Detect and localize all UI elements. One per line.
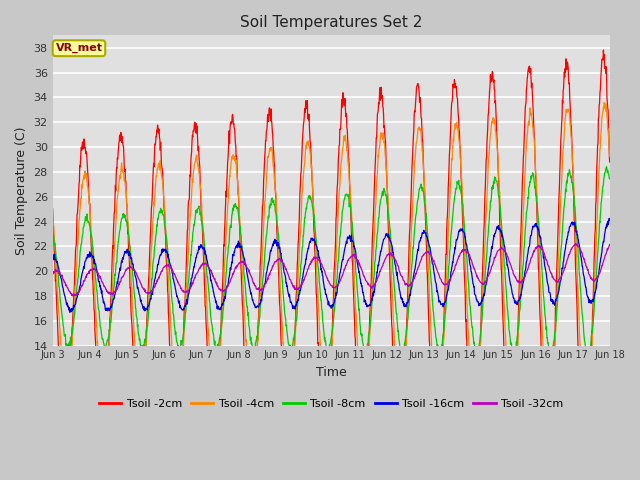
Tsoil -8cm bbox=[235, 215, 243, 220]
Tsoil -16cm bbox=[606, 217, 614, 223]
Tsoil -32cm bbox=[540, 250, 548, 255]
Tsoil -4cm bbox=[600, 100, 608, 106]
Tsoil -4cm bbox=[606, 153, 614, 159]
Tsoil -8cm bbox=[173, 338, 180, 344]
Tsoil -4cm bbox=[583, 417, 591, 423]
Tsoil -2cm bbox=[173, 425, 180, 431]
Tsoil -16cm bbox=[236, 245, 243, 251]
Tsoil -32cm bbox=[173, 277, 180, 283]
Tsoil -2cm bbox=[418, 116, 426, 121]
Tsoil -2cm bbox=[606, 159, 614, 165]
Tsoil -8cm bbox=[540, 292, 547, 298]
Tsoil -32cm bbox=[49, 269, 56, 275]
Line: Tsoil -8cm: Tsoil -8cm bbox=[52, 167, 610, 355]
Tsoil -16cm bbox=[173, 294, 180, 300]
Tsoil -16cm bbox=[540, 253, 548, 259]
Tsoil -32cm bbox=[236, 260, 243, 266]
Tsoil -16cm bbox=[66, 309, 74, 315]
Tsoil -8cm bbox=[603, 164, 611, 169]
Tsoil -4cm bbox=[173, 387, 180, 393]
Line: Tsoil -2cm: Tsoil -2cm bbox=[52, 50, 610, 467]
Tsoil -8cm bbox=[159, 212, 167, 217]
Tsoil -4cm bbox=[159, 184, 167, 190]
Tsoil -32cm bbox=[572, 240, 579, 246]
Tsoil -32cm bbox=[69, 293, 77, 299]
Y-axis label: Soil Temperature (C): Soil Temperature (C) bbox=[15, 126, 28, 255]
Tsoil -4cm bbox=[418, 139, 426, 144]
Tsoil -8cm bbox=[49, 223, 56, 229]
Tsoil -4cm bbox=[49, 217, 56, 223]
Tsoil -32cm bbox=[491, 255, 499, 261]
Tsoil -8cm bbox=[490, 178, 498, 183]
Line: Tsoil -16cm: Tsoil -16cm bbox=[52, 218, 610, 312]
Tsoil -8cm bbox=[606, 176, 614, 181]
Tsoil -2cm bbox=[490, 86, 498, 92]
Text: VR_met: VR_met bbox=[56, 43, 102, 53]
Legend: Tsoil -2cm, Tsoil -4cm, Tsoil -8cm, Tsoil -16cm, Tsoil -32cm: Tsoil -2cm, Tsoil -4cm, Tsoil -8cm, Tsoi… bbox=[95, 395, 568, 413]
Title: Soil Temperatures Set 2: Soil Temperatures Set 2 bbox=[240, 15, 422, 30]
Tsoil -2cm bbox=[159, 179, 167, 185]
Tsoil -4cm bbox=[540, 352, 547, 358]
Tsoil -2cm bbox=[235, 203, 243, 208]
Tsoil -4cm bbox=[490, 121, 498, 127]
Tsoil -32cm bbox=[159, 265, 167, 271]
Tsoil -16cm bbox=[49, 254, 56, 260]
Tsoil -2cm bbox=[540, 410, 547, 416]
Tsoil -16cm bbox=[491, 231, 499, 237]
Tsoil -8cm bbox=[418, 185, 426, 191]
Line: Tsoil -32cm: Tsoil -32cm bbox=[52, 243, 610, 296]
Tsoil -2cm bbox=[600, 47, 607, 53]
Tsoil -32cm bbox=[418, 253, 426, 259]
Tsoil -16cm bbox=[605, 216, 613, 221]
Line: Tsoil -4cm: Tsoil -4cm bbox=[52, 103, 610, 420]
Tsoil -32cm bbox=[606, 241, 614, 247]
Tsoil -2cm bbox=[49, 206, 56, 212]
X-axis label: Time: Time bbox=[316, 366, 346, 379]
Tsoil -16cm bbox=[159, 248, 167, 254]
Tsoil -8cm bbox=[584, 352, 592, 358]
Tsoil -2cm bbox=[581, 464, 589, 469]
Tsoil -16cm bbox=[418, 231, 426, 237]
Tsoil -4cm bbox=[235, 197, 243, 203]
